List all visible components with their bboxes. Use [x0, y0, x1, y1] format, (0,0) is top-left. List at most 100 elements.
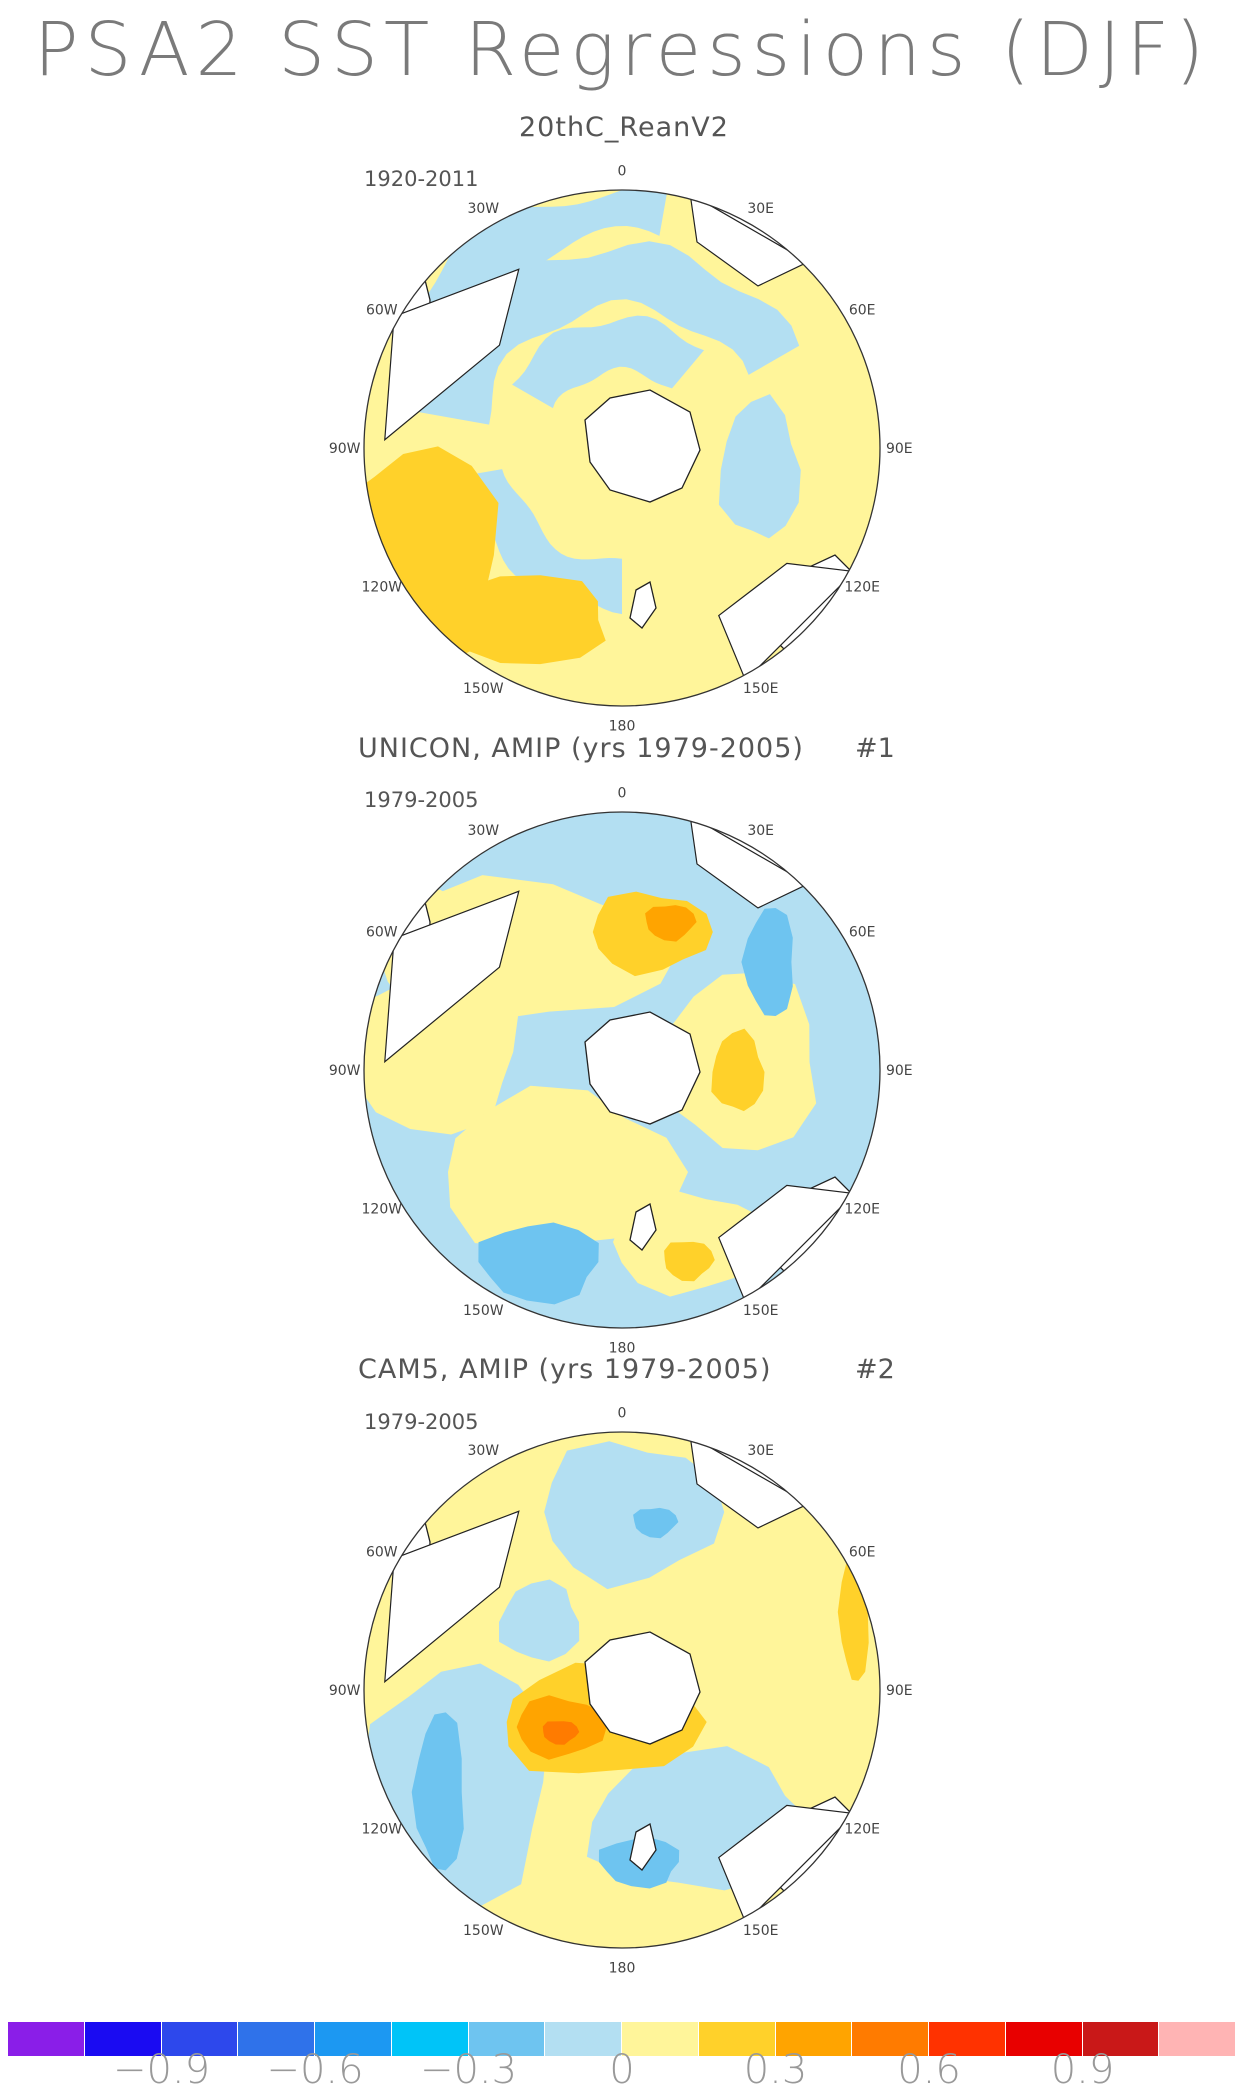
colorbar-segment — [315, 2022, 392, 2056]
longitude-label: 90E — [886, 441, 913, 457]
panel-3-title: CAM5, AMIP (yrs 1979-2005) — [358, 1354, 772, 1385]
colorbar-tick-label: 0 — [609, 2047, 635, 2093]
colorbar-segment — [1005, 2022, 1083, 2056]
colorbar-segment — [391, 2022, 469, 2056]
australia-landmass — [718, 1804, 856, 1924]
sst-anomaly-band — [402, 190, 669, 339]
longitude-label: 90E — [886, 1063, 913, 1079]
africa-landmass — [689, 1434, 810, 1529]
map-boundary — [363, 811, 881, 1329]
colorbar-segment — [775, 2022, 853, 2056]
australia-landmass — [718, 1184, 856, 1304]
map-boundary — [363, 189, 881, 707]
south-america-landmass — [384, 1510, 520, 1684]
colorbar-tick-label: 0.9 — [1050, 2047, 1115, 2093]
sst-field — [364, 1432, 880, 1948]
longitude-label: 30W — [467, 823, 499, 839]
longitude-label: 30E — [747, 1443, 774, 1459]
sst-anomaly-patch — [664, 1241, 715, 1282]
longitude-label: 150W — [463, 1923, 504, 1939]
colorbar-segment — [698, 2022, 776, 2056]
sst-anomaly-patch — [411, 1712, 464, 1871]
longitude-label: 60W — [366, 302, 398, 318]
map-boundary — [363, 1431, 881, 1949]
panel-1-title: 20thC_ReanV2 — [519, 112, 729, 143]
panel-2-title: UNICON, AMIP (yrs 1979-2005) — [358, 733, 804, 764]
antarctica-landmass — [584, 1011, 701, 1125]
polar-map-3: 0 30E 60E 90E 120E 150E 180 150W 120W 90W 60W 30W — [329, 1406, 913, 1977]
colorbar-segment — [929, 2022, 1006, 2056]
longitude-label: 120E — [844, 1822, 880, 1838]
colorbar-segment — [852, 2022, 929, 2056]
panel-1-period: 1920-2011 — [364, 167, 479, 191]
africa-landmass — [689, 192, 810, 287]
sst-anomaly-patch — [711, 1028, 765, 1112]
colorbar-segment — [84, 2022, 162, 2056]
australia-landmass — [718, 562, 856, 682]
sst-anomaly-band — [512, 315, 704, 409]
polar-map-1: 0 30E 60E 90E 120E 150E 180 150W 120W 90W 60W 30W — [329, 164, 913, 735]
panel-2-period: 1979-2005 — [364, 788, 479, 812]
longitude-label: 180 — [609, 1960, 636, 1976]
longitude-label: 30W — [467, 1443, 499, 1459]
sst-anomaly-patch — [499, 1579, 580, 1662]
longitude-label: 0 — [618, 164, 627, 180]
longitude-label: 60E — [849, 1544, 876, 1560]
longitude-label: 90W — [329, 1063, 361, 1079]
panel-3-number: #2 — [855, 1354, 895, 1385]
panel-2-number: #1 — [855, 733, 895, 764]
longitude-label: 90W — [329, 1683, 361, 1699]
longitude-label: 180 — [609, 1340, 636, 1356]
new-zealand-landmass — [629, 1203, 657, 1251]
longitude-label: 0 — [618, 1406, 627, 1422]
antarctica-landmass — [584, 389, 701, 503]
sst-anomaly-patch — [741, 908, 793, 1016]
polar-map-2: 0 30E 60E 90E 120E 150E 180 150W 120W 90W 60W 30W — [329, 786, 913, 1357]
south-america-landmass — [384, 890, 520, 1064]
colorbar-segment — [1082, 2022, 1160, 2056]
south-america-landmass — [384, 268, 520, 442]
sst-anomaly-patch — [633, 1507, 679, 1539]
longitude-label: 150W — [463, 1303, 504, 1319]
longitude-label: 60E — [849, 924, 876, 940]
colorbar-segment — [468, 2022, 546, 2056]
colorbar-segment — [545, 2022, 622, 2056]
panel-3-period: 1979-2005 — [364, 1410, 479, 1434]
longitude-label: 150W — [463, 681, 504, 697]
longitude-label: 120W — [362, 1202, 403, 1218]
sst-anomaly-patch — [542, 1721, 580, 1745]
colorbar-segment — [8, 2022, 85, 2056]
sst-anomaly-patch — [645, 905, 697, 942]
sst-anomaly-band — [458, 469, 622, 615]
longitude-label: 90W — [329, 441, 361, 457]
longitude-label: 30E — [747, 823, 774, 839]
longitude-label: 30W — [467, 201, 499, 217]
longitude-label: 60E — [849, 302, 876, 318]
longitude-label: 150E — [743, 1303, 779, 1319]
colorbar-labels: −0.9 −0.6 −0.3 0 0.3 0.6 0.9 — [0, 2050, 1244, 2090]
sst-anomaly-patch — [448, 1085, 688, 1247]
longitude-label: 30E — [747, 201, 774, 217]
colorbar-segment — [622, 2022, 699, 2056]
sst-field — [364, 812, 880, 1328]
longitude-label: 120E — [844, 580, 880, 596]
colorbar — [8, 2022, 1236, 2056]
sst-anomaly-patch — [478, 1222, 599, 1305]
new-zealand-landmass — [629, 581, 657, 629]
figure-title: PSA2 SST Regressions (DJF) — [33, 7, 1211, 93]
longitude-label: 0 — [618, 786, 627, 802]
colorbar-tick-label: −0.9 — [112, 2047, 211, 2093]
longitude-label: 150E — [743, 681, 779, 697]
longitude-label: 180 — [609, 718, 636, 734]
colorbar-segment — [1159, 2022, 1236, 2056]
colorbar-tick-label: −0.6 — [266, 2047, 364, 2093]
longitude-label: 60W — [366, 924, 398, 940]
longitude-label: 120W — [362, 1822, 403, 1838]
longitude-label: 150E — [743, 1923, 779, 1939]
antarctica-landmass — [584, 1631, 701, 1745]
longitude-label: 120E — [844, 1202, 880, 1218]
longitude-label: 90E — [886, 1683, 913, 1699]
sst-anomaly-patch — [718, 394, 801, 539]
colorbar-tick-label: 0.6 — [897, 2047, 961, 2093]
sst-field — [364, 190, 880, 706]
